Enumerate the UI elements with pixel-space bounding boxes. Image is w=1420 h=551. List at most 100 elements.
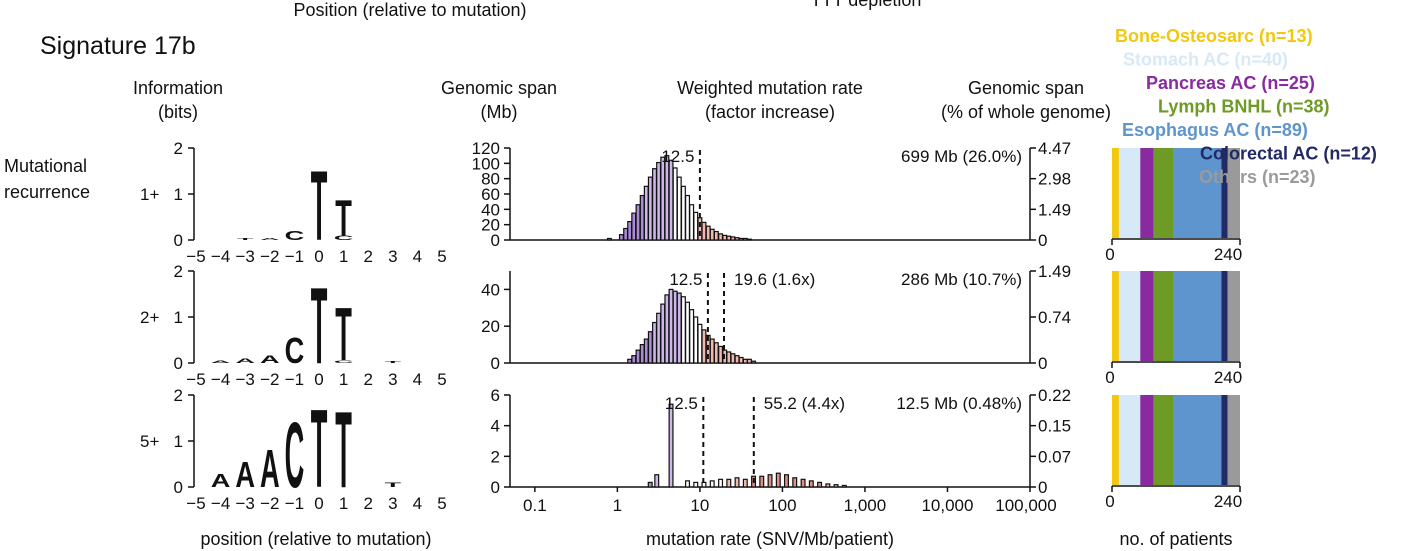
- histogram-bar: [656, 312, 662, 364]
- logo-x-tick-label: −5: [186, 370, 205, 389]
- pct-header-line2: (% of whole genome): [941, 102, 1111, 122]
- hist-right-tick-label: 0: [1038, 478, 1047, 497]
- logo-x-tick-label: −4: [211, 494, 230, 513]
- rate-header-line2: (factor increase): [705, 102, 835, 122]
- patient-segment-esophagus-ac: [1173, 271, 1222, 361]
- histogram-bar: [654, 474, 660, 488]
- patient-x-tick-label: 0: [1105, 368, 1114, 387]
- histogram-bar: [734, 355, 740, 364]
- histogram-bar: [643, 338, 649, 364]
- histogram-bar: [631, 355, 637, 364]
- histogram-bar: [680, 296, 686, 364]
- patient-segment-esophagus-ac: [1173, 395, 1222, 485]
- hist-left-tick-label: 0: [491, 354, 500, 373]
- patient-segment-colorectal-ac: [1221, 395, 1228, 485]
- logo-letter-a: A: [235, 454, 255, 495]
- hist-panel-3: 0 2 4 6 0 0.07 0.15 0.22 12.5 55.2 (4.4x) 12.5 Mb …: [491, 386, 1072, 497]
- patient-segment-colorectal-ac: [1221, 148, 1228, 238]
- info-header-line2: (bits): [158, 102, 198, 122]
- genomic-span-label: 12.5 Mb (0.48%): [896, 394, 1022, 413]
- histogram-bar: [618, 234, 624, 241]
- logo-y-tick-label: 2: [174, 139, 183, 158]
- hist-left-tick-label: 20: [481, 317, 500, 336]
- cut-top-center-label: TTT depletion: [811, 0, 922, 10]
- histogram-bar: [726, 351, 732, 364]
- patient-segment-others: [1227, 395, 1240, 485]
- span-header-line2: (Mb): [481, 102, 518, 122]
- histogram-bar: [668, 159, 674, 241]
- histogram-bar: [685, 301, 691, 364]
- histogram-bar: [623, 227, 629, 241]
- logo-x-tick-label: 1: [339, 247, 348, 266]
- baseline-rate-label: 12.5: [661, 147, 694, 166]
- logo-x-tick-label: −2: [260, 494, 279, 513]
- patient-segment-stomach-ac: [1118, 148, 1141, 238]
- logo-letter-c: C: [334, 235, 354, 242]
- histogram-bar: [746, 358, 752, 364]
- hist-x-tick-label: 100,000: [995, 496, 1056, 515]
- histogram-bar: [751, 360, 757, 364]
- patients-x-axis-label: no. of patients: [1119, 529, 1232, 549]
- sequence-logo-panels: 1+012−5 −4 −3 −2 −1 0 1 2 3 4 5T CTT A C2+012−5 −4 −3 −2…: [140, 139, 447, 513]
- histogram-bar: [685, 480, 691, 488]
- cut-top-left-label: Position (relative to mutation): [293, 0, 526, 20]
- patient-segment-others: [1227, 148, 1240, 238]
- row-label: 1+: [140, 185, 159, 204]
- logo-x-tick-label: 4: [413, 494, 422, 513]
- histogram-bar: [647, 176, 653, 241]
- hist-right-tick-label: 4.47: [1038, 139, 1071, 158]
- legend-entry: Esophagus AC (n=89): [1122, 120, 1308, 140]
- logo-x-tick-label: 2: [363, 247, 372, 266]
- histogram-bar: [668, 288, 674, 364]
- histogram-bar: [652, 321, 658, 364]
- logo-letter-t: T: [335, 390, 352, 511]
- histogram-bar: [627, 358, 633, 364]
- logo-x-tick-label: −1: [285, 494, 304, 513]
- legend-entry: Colorectal AC (n=12): [1200, 144, 1377, 164]
- histogram-bar: [701, 221, 707, 241]
- patient-segment-pancreas-ac: [1140, 271, 1154, 361]
- histogram-bar: [792, 477, 798, 488]
- hist-x-tick-label: 10: [690, 496, 709, 515]
- patient-segment-bone-osteosarc: [1112, 395, 1119, 485]
- patient-x-tick-label: 240: [1214, 492, 1242, 511]
- hist-right-tick-label: 1.49: [1038, 262, 1071, 281]
- weighted-rate-label: 19.6 (1.6x): [734, 270, 815, 289]
- hist-left-tick-label: 2: [491, 447, 500, 466]
- hist-left-tick-label: 0: [491, 231, 500, 250]
- span-header-line1: Genomic span: [441, 78, 557, 98]
- logo-y-tick-label: 0: [174, 231, 183, 250]
- histogram-bar: [639, 194, 645, 241]
- genomic-span-label: 286 Mb (10.7%): [901, 270, 1022, 289]
- histogram-bar: [701, 329, 707, 364]
- logo-letter-t: T: [335, 189, 352, 246]
- histogram-bar: [647, 481, 653, 488]
- hist-left-tick-label: 80: [481, 170, 500, 189]
- histogram-bar: [701, 481, 707, 488]
- logo-y-tick-label: 1: [174, 185, 183, 204]
- histogram-bar: [664, 294, 670, 364]
- hist-panel-2: 0 20 40 0 0.74 1.49 12.5 19.6 (1.6x) 286 Mb (10.…: [481, 262, 1071, 373]
- logo-x-tick-label: 1: [339, 370, 348, 389]
- logo-y-tick-label: 2: [174, 386, 183, 405]
- logo-letter-t: T: [335, 292, 352, 376]
- row-label: 5+: [140, 432, 159, 451]
- logo-x-tick-label: 5: [437, 370, 446, 389]
- logo-x-tick-label: −3: [236, 494, 255, 513]
- histogram-bar: [718, 478, 724, 488]
- logo-x-tick-label: 0: [314, 370, 323, 389]
- histogram-bar: [734, 477, 740, 488]
- logo-letter-a: A: [260, 354, 280, 366]
- hist-x-tick-label: 100: [768, 496, 796, 515]
- histogram-bar: [693, 211, 699, 241]
- genomic-span-label: 699 Mb (26.0%): [901, 147, 1022, 166]
- weighted-rate-label: 55.2 (4.4x): [764, 394, 845, 413]
- logo-y-tick-label: 0: [174, 354, 183, 373]
- histogram-bar: [713, 230, 719, 241]
- histogram-bar: [668, 403, 674, 488]
- patient-segment-stomach-ac: [1118, 271, 1141, 361]
- patient-x-tick-label: 0: [1105, 492, 1114, 511]
- patient-bar-2: 0 240: [1105, 271, 1242, 387]
- histogram-bar: [693, 481, 699, 488]
